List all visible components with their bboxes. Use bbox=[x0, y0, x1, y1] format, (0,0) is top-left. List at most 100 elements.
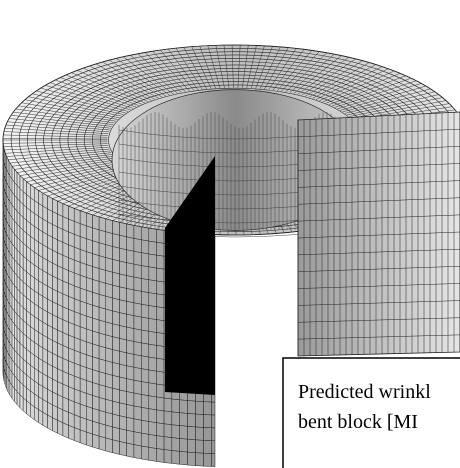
wall-cell bbox=[86, 355, 92, 370]
wall-cell bbox=[86, 342, 92, 357]
wall-cell bbox=[149, 344, 157, 358]
wall-cell bbox=[86, 226, 92, 241]
wall-cell bbox=[156, 242, 164, 256]
wall-cell bbox=[99, 320, 106, 335]
wall-cell bbox=[134, 329, 141, 343]
wall-cell bbox=[149, 331, 157, 345]
wall-cell bbox=[68, 399, 74, 414]
wall-cell bbox=[106, 219, 113, 234]
wall-cell bbox=[180, 400, 188, 414]
wall-cell bbox=[134, 380, 141, 394]
wall-cell bbox=[212, 415, 215, 428]
wall-cell bbox=[68, 219, 74, 234]
wall-cell bbox=[80, 262, 86, 277]
wall-cell bbox=[113, 401, 120, 416]
wall-cell bbox=[93, 383, 99, 398]
wall-cell bbox=[127, 301, 134, 315]
wall-cell bbox=[10, 382, 12, 398]
wall-cell bbox=[99, 385, 106, 400]
wall-cell bbox=[68, 387, 74, 402]
wall-cell bbox=[86, 213, 92, 228]
wall-cell bbox=[86, 239, 92, 254]
wall-cell bbox=[156, 307, 164, 321]
wall-cell bbox=[52, 418, 57, 433]
wall-cell bbox=[120, 235, 127, 249]
wall-cell bbox=[188, 439, 196, 453]
wall-cell bbox=[93, 318, 99, 333]
wall-cell bbox=[149, 434, 157, 448]
wall-cell bbox=[134, 342, 141, 356]
wall-cell bbox=[134, 354, 141, 368]
wall-cell bbox=[93, 305, 99, 320]
wall-cell bbox=[74, 208, 80, 223]
wall-cell bbox=[113, 234, 120, 249]
wall-cell bbox=[156, 281, 164, 295]
wall-cell bbox=[127, 237, 134, 251]
wall-cell bbox=[74, 234, 80, 249]
wall-cell bbox=[12, 385, 14, 401]
wall-cell bbox=[164, 411, 172, 425]
wall-cell bbox=[120, 403, 127, 417]
wall-cell bbox=[156, 423, 164, 437]
wall-cell bbox=[93, 421, 99, 436]
wall-cell bbox=[106, 232, 113, 247]
wall-cell bbox=[99, 307, 106, 322]
wall-cell bbox=[196, 401, 204, 414]
wall-cell bbox=[113, 414, 120, 429]
wall-cell bbox=[80, 249, 86, 264]
wall-cell bbox=[74, 376, 80, 391]
wall-cell bbox=[86, 303, 92, 318]
wall-cell bbox=[80, 340, 86, 355]
wall-cell bbox=[113, 246, 120, 261]
wall-cell bbox=[86, 380, 92, 395]
wall-cell bbox=[99, 243, 106, 258]
wall-cell bbox=[74, 350, 80, 365]
wall-cell bbox=[99, 333, 106, 348]
wall-cell bbox=[74, 299, 80, 314]
wall-cell bbox=[80, 391, 86, 406]
wall-cell bbox=[120, 261, 127, 275]
wall-cell bbox=[134, 226, 141, 240]
wall-cell bbox=[113, 440, 120, 455]
wall-cell bbox=[127, 379, 134, 393]
wall-cell bbox=[156, 436, 164, 450]
wall-cell bbox=[106, 309, 113, 324]
wall-cell bbox=[127, 263, 134, 277]
wall-cell bbox=[172, 425, 180, 439]
wall-cell bbox=[68, 322, 74, 337]
wall-cell bbox=[188, 426, 196, 440]
wall-cell bbox=[80, 237, 86, 252]
wall-cell bbox=[127, 392, 134, 406]
wall-cell bbox=[93, 357, 99, 372]
wall-cell bbox=[120, 313, 127, 327]
wall-cell bbox=[156, 448, 164, 462]
wall-cell bbox=[120, 351, 127, 365]
wall-cell bbox=[127, 224, 134, 238]
wall-cell bbox=[74, 273, 80, 288]
wall-cell bbox=[93, 292, 99, 307]
wall-cell bbox=[120, 429, 127, 443]
wall-cell bbox=[106, 399, 113, 414]
wall-cell bbox=[134, 290, 141, 304]
wall-cell bbox=[93, 215, 99, 230]
wall-cell bbox=[156, 255, 164, 269]
wall-cell bbox=[156, 229, 164, 243]
wall-cell bbox=[68, 335, 74, 350]
wall-cell bbox=[141, 407, 148, 421]
wall-cell bbox=[86, 264, 92, 279]
wall-cell bbox=[149, 396, 157, 410]
wall-cell bbox=[141, 291, 148, 305]
wall-cell bbox=[134, 238, 141, 252]
wall-cell bbox=[127, 430, 134, 444]
wall-cell bbox=[99, 269, 106, 284]
wall-cell bbox=[74, 428, 80, 443]
wall-cell bbox=[127, 417, 134, 431]
wall-cell bbox=[164, 398, 172, 412]
wall-cell bbox=[113, 427, 120, 442]
wall-cell bbox=[141, 433, 148, 447]
wall-cell bbox=[120, 222, 127, 236]
wall-cell bbox=[212, 402, 215, 415]
wall-cell bbox=[34, 407, 38, 423]
wall-cell bbox=[63, 423, 69, 438]
wall-cell bbox=[68, 206, 74, 221]
